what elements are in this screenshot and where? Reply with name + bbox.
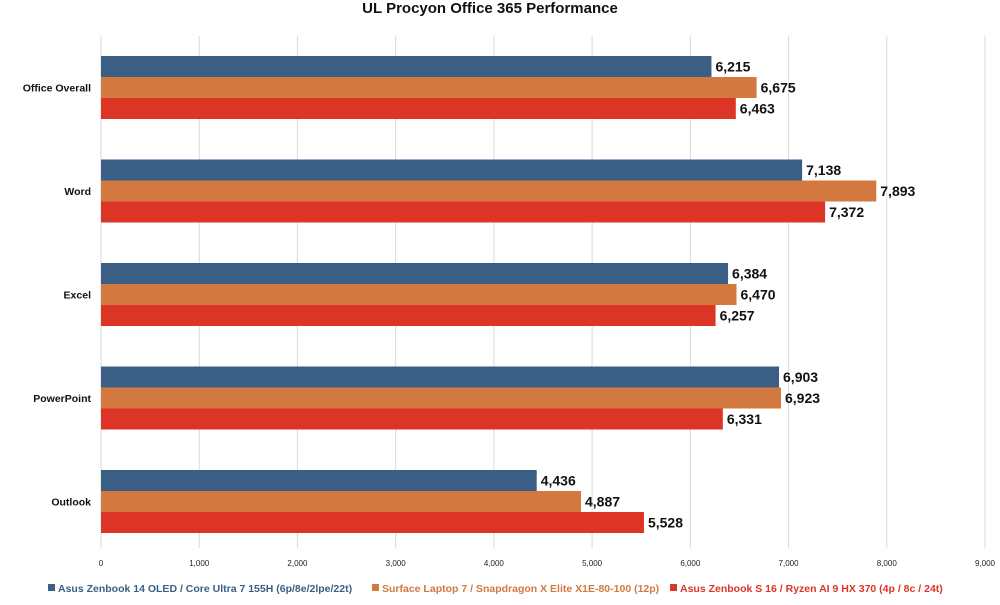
axis-layer: 0 1,000 2,000 3,000 4,000 5,000 6,000 7,000 8,00…: [23, 83, 996, 569]
category-label: Excel: [64, 290, 92, 302]
category-label: Outlook: [51, 497, 91, 509]
category-label: PowerPoint: [33, 393, 91, 405]
bar: [101, 159, 803, 181]
bars-layer: [101, 56, 877, 533]
legend-swatch: [48, 584, 55, 591]
x-tick-label: 5,000: [582, 559, 603, 568]
data-label: 6,675: [761, 80, 796, 96]
data-label: 6,903: [783, 369, 818, 385]
data-label: 4,436: [541, 473, 576, 489]
data-label: 7,138: [806, 162, 841, 178]
data-label: 6,384: [732, 266, 767, 282]
x-tick-label: 9,000: [975, 559, 996, 568]
bar: [101, 366, 780, 388]
bar: [101, 77, 757, 98]
category-label: Office Overall: [23, 83, 91, 95]
bar: [101, 284, 737, 305]
legend: Asus Zenbook 14 OLED / Core Ultra 7 155H…: [48, 583, 943, 595]
bar: [101, 491, 582, 512]
chart-title: UL Procyon Office 365 Performance: [362, 0, 618, 17]
bar: [101, 56, 712, 77]
legend-label: Asus Zenbook 14 OLED / Core Ultra 7 155H…: [58, 583, 352, 595]
legend-swatch: [372, 584, 379, 591]
data-labels-layer: 6,215 6,675 6,463 7,138 7,893 7,372 6,384 6,470…: [541, 59, 916, 531]
legend-label: Surface Laptop 7 / Snapdragon X Elite X1…: [382, 583, 659, 595]
data-label: 7,893: [880, 183, 915, 199]
bar: [101, 201, 826, 223]
data-label: 5,528: [648, 515, 683, 531]
x-tick-label: 3,000: [386, 559, 407, 568]
x-tick-label: 0: [99, 559, 104, 568]
x-tick-label: 6,000: [680, 559, 701, 568]
bar: [101, 98, 736, 119]
data-label: 7,372: [829, 204, 864, 220]
bar: [101, 470, 537, 491]
data-label: 4,887: [585, 494, 620, 510]
bar: [101, 387, 781, 409]
data-label: 6,923: [785, 390, 820, 406]
data-label: 6,463: [740, 101, 775, 117]
x-tick-label: 2,000: [287, 559, 308, 568]
bar: [101, 512, 644, 533]
x-tick-label: 7,000: [779, 559, 800, 568]
data-label: 6,470: [740, 287, 775, 303]
x-tick-label: 4,000: [484, 559, 505, 568]
data-label: 6,331: [727, 411, 762, 427]
bar: [101, 408, 723, 430]
category-label: Word: [64, 186, 91, 198]
legend-swatch: [670, 584, 677, 591]
x-tick-label: 1,000: [189, 559, 210, 568]
x-tick-label: 8,000: [877, 559, 898, 568]
bar: [101, 305, 716, 326]
bar: [101, 263, 729, 284]
legend-label: Asus Zenbook S 16 / Ryzen AI 9 HX 370 (4…: [680, 583, 943, 595]
bar: [101, 180, 877, 202]
data-label: 6,257: [720, 308, 755, 324]
data-label: 6,215: [715, 59, 750, 75]
